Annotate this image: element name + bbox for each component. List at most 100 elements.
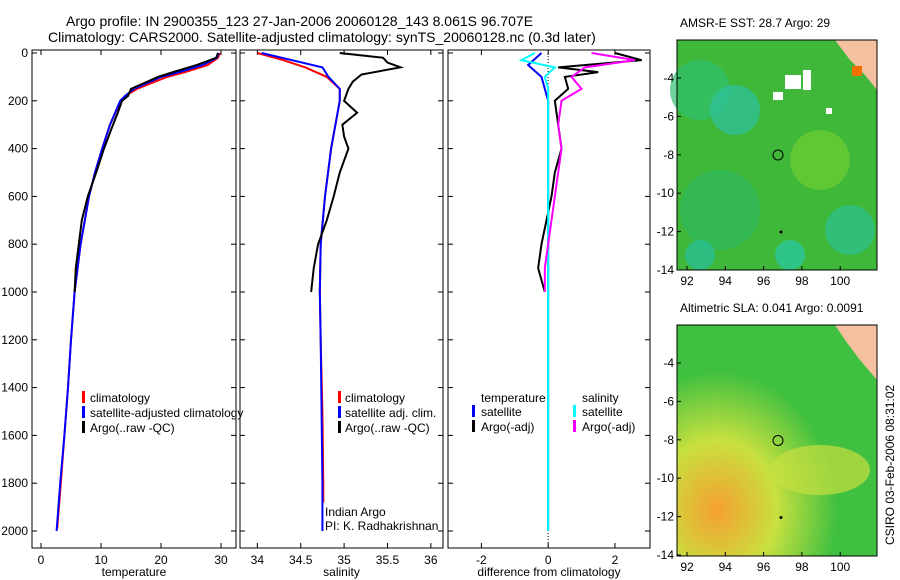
argo-location-marker: [772, 149, 784, 161]
map-y-tick-label: -14: [657, 263, 675, 277]
map-x-tick-label: 92: [680, 560, 694, 574]
map-frame: [676, 324, 878, 557]
series-line-satellite: [55, 52, 220, 532]
series-line-temp-argo: [537, 52, 642, 293]
legend-heading: temperature: [481, 391, 546, 405]
map-y-tick-label: -12: [657, 510, 675, 524]
legend-label: satellite: [481, 405, 522, 419]
map-y-tick-label: -8: [663, 148, 674, 162]
map-y-tick-label: -12: [657, 225, 675, 239]
y-tick-label: 800: [8, 237, 28, 251]
cloud-mask: [803, 70, 811, 90]
map-x-tick-label: 94: [719, 274, 733, 288]
legend-label: Argo(-adj): [582, 420, 635, 434]
side-timestamp: CSIRO 03-Feb-2006 08:31:02: [883, 385, 897, 545]
series-line-argo: [73, 52, 219, 293]
map-y-tick-label: -10: [657, 186, 675, 200]
land: [835, 325, 877, 380]
x-tick-label: 0: [38, 553, 45, 567]
legend-label: Argo(..raw -QC): [90, 421, 175, 435]
map-y-tick-label: -14: [657, 548, 675, 562]
cloud-mask: [785, 75, 801, 89]
map-blob: [825, 205, 875, 255]
map-y-tick-label: -6: [663, 109, 674, 123]
cloud-mask: [773, 92, 783, 100]
legend-swatch: [82, 406, 85, 418]
map-x-tick-label: 100: [830, 560, 850, 574]
map-blob: [790, 130, 850, 190]
legend-swatch: [472, 420, 475, 432]
y-tick-label: 1800: [1, 476, 28, 490]
x-tick-label: 2: [612, 553, 619, 567]
legend-label: Argo(..raw -QC): [345, 421, 430, 435]
series-line-sal-argo: [543, 52, 636, 292]
x-tick-label: 30: [214, 553, 228, 567]
y-tick-label: 600: [8, 189, 28, 203]
x-tick-label: 20: [154, 553, 168, 567]
annotation: PI: K. Radhakrishnan: [325, 519, 438, 533]
x-tick-label: 0: [545, 553, 552, 567]
legend-label: satellite-adjusted climatology: [90, 406, 243, 420]
argo-location-marker: [772, 435, 784, 446]
annotation: Indian Argo: [325, 505, 386, 519]
map-x-tick-label: 92: [680, 274, 694, 288]
panel-frame: [31, 49, 237, 549]
x-axis-label: salinity: [323, 565, 360, 579]
cloud-mask: [826, 108, 832, 114]
legend-heading: salinity: [582, 391, 619, 405]
map-y-tick-label: -10: [657, 471, 675, 485]
x-tick-label: 36: [424, 553, 438, 567]
legend-swatch: [82, 391, 85, 403]
x-tick-label: 34: [251, 553, 265, 567]
y-tick-label: 1600: [1, 428, 28, 442]
legend-label: satellite adj. clim.: [345, 406, 436, 420]
title-line-1: Argo profile: IN 2900355_123 27-Jan-2006…: [66, 13, 534, 29]
map-y-tick-label: -6: [663, 394, 674, 408]
x-axis-label: temperature: [102, 565, 167, 579]
map-x-tick-label: 100: [830, 274, 850, 288]
y-tick-label: 200: [8, 94, 28, 108]
map-x-tick-label: 98: [795, 560, 809, 574]
map-blob: [775, 240, 805, 270]
legend-swatch: [573, 405, 576, 417]
map-blob: [770, 445, 870, 495]
panel-frame: [239, 49, 444, 549]
map-y-tick-label: -8: [663, 433, 674, 447]
x-tick-label: 10: [94, 553, 108, 567]
map-x-tick-label: 94: [719, 560, 733, 574]
map-x-tick-label: 96: [757, 274, 771, 288]
legend-swatch: [338, 391, 341, 403]
legend-swatch: [338, 421, 341, 433]
map-y-tick-label: -4: [663, 71, 674, 85]
y-tick-label: 1200: [1, 333, 28, 347]
x-tick-label: 35.5: [376, 553, 400, 567]
legend-swatch: [338, 406, 341, 418]
map-sla: Altimetric SLA: 0.041 Argo: 0.0091 92 94 96…: [657, 301, 878, 574]
map-blob: [680, 170, 760, 250]
legend-label: satellite: [582, 405, 623, 419]
series-line-satellite: [261, 52, 341, 531]
map-title: Altimetric SLA: 0.041 Argo: 0.0091: [680, 301, 864, 315]
y-tick-label: 1400: [1, 381, 28, 395]
float-dot: [779, 230, 783, 234]
map-blob: [685, 240, 715, 270]
x-tick-label: 34.5: [289, 553, 313, 567]
y-tick-label: 400: [8, 142, 28, 156]
title-line-2: Climatology: CARS2000. Satellite-adjuste…: [48, 29, 596, 45]
y-tick-label: 0: [21, 46, 28, 60]
float-dot: [779, 516, 783, 519]
legend-swatch: [573, 420, 576, 432]
map-x-tick-label: 96: [757, 560, 771, 574]
map-sst: AMSR-E SST: 28.7 Argo: 29 92 94 96 98 100 -4 -6…: [657, 16, 878, 288]
map-title: AMSR-E SST: 28.7 Argo: 29: [680, 16, 830, 30]
y-tick-label: 2000: [1, 524, 28, 538]
y-tick-label: 1000: [1, 285, 28, 299]
x-axis-label: difference from climatology: [477, 565, 620, 579]
legend-swatch: [472, 405, 475, 417]
legend-label: climatology: [90, 391, 150, 405]
hot-pixel: [852, 66, 862, 76]
map-field: [677, 325, 877, 556]
land: [835, 40, 877, 90]
map-y-tick-label: -4: [663, 356, 674, 370]
